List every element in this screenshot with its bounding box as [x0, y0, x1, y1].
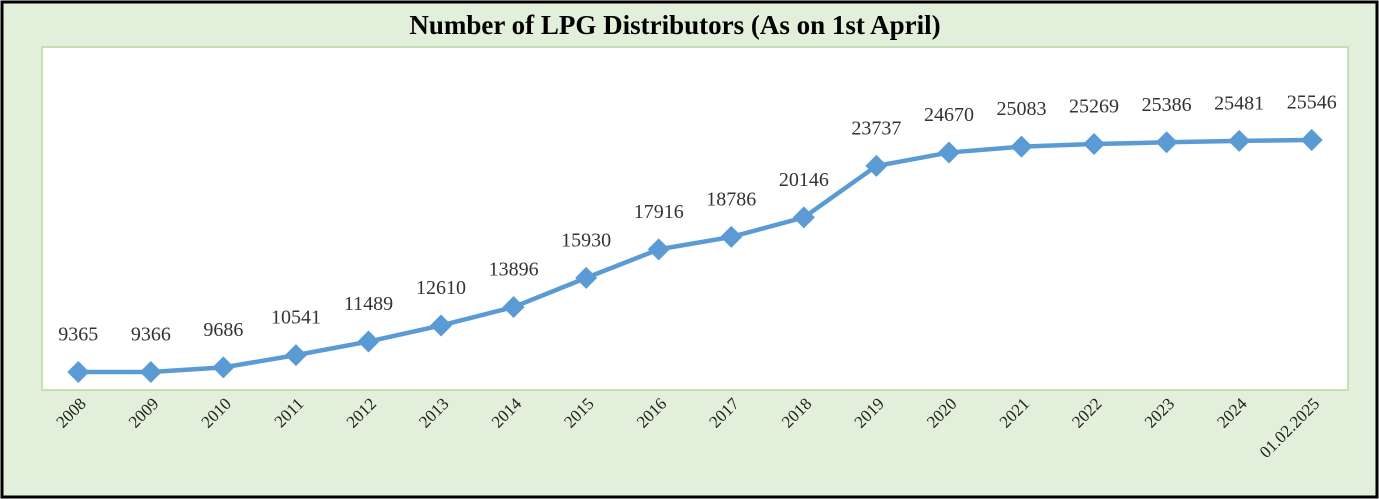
plot-area	[41, 46, 1349, 391]
data-point	[1228, 129, 1251, 152]
data-label: 17916	[634, 201, 684, 223]
data-label: 12610	[416, 277, 466, 299]
data-label: 25269	[1069, 96, 1119, 118]
data-label: 25083	[997, 98, 1047, 120]
data-label: 24670	[924, 104, 974, 126]
data-line	[78, 137, 1312, 375]
data-point	[284, 344, 307, 367]
data-point	[937, 141, 960, 164]
data-label: 10541	[271, 307, 321, 329]
data-point	[502, 296, 525, 319]
data-point	[792, 206, 815, 229]
data-point	[575, 266, 598, 289]
data-label: 15930	[561, 229, 611, 251]
data-label: 25546	[1287, 92, 1337, 114]
data-point	[1010, 135, 1033, 158]
data-point	[430, 314, 453, 337]
data-point	[139, 360, 162, 383]
data-label: 13896	[489, 259, 539, 281]
data-point	[647, 238, 670, 261]
data-point	[212, 356, 235, 379]
data-label: 9686	[203, 319, 243, 341]
data-label: 20146	[779, 169, 829, 191]
data-point	[720, 225, 743, 248]
data-label: 18786	[706, 189, 756, 211]
data-label: 9366	[131, 324, 171, 346]
data-label: 25481	[1214, 93, 1264, 115]
data-point	[67, 361, 90, 383]
data-point	[1155, 131, 1178, 154]
data-label: 25386	[1142, 94, 1192, 116]
data-label: 9365	[58, 324, 98, 346]
data-point	[357, 330, 380, 353]
data-label: 23737	[851, 118, 901, 140]
data-point	[1300, 129, 1323, 151]
data-point	[865, 154, 888, 177]
chart-title: Number of LPG Distributors (As on 1st Ap…	[409, 10, 940, 40]
data-point	[1083, 132, 1106, 155]
data-label: 11489	[344, 293, 393, 315]
